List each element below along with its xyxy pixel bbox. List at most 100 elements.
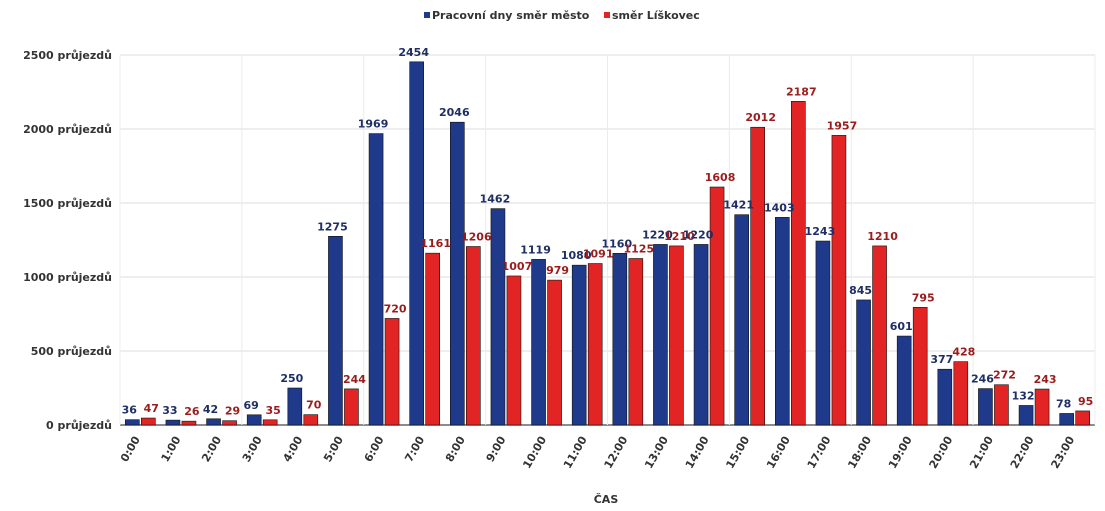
- x-tick-label: 8:00: [443, 434, 468, 464]
- data-label-liskovec: 2187: [786, 85, 817, 98]
- data-label-city: 1080: [561, 249, 592, 262]
- data-label-liskovec: 795: [912, 291, 935, 304]
- data-label-city: 1969: [358, 118, 389, 131]
- x-tick-label: 14:00: [683, 434, 712, 471]
- x-tick-label: 5:00: [321, 434, 346, 464]
- x-tick-label: 22:00: [1008, 434, 1037, 471]
- y-tick-label: 500 průjezdů: [31, 345, 112, 358]
- data-label-city: 1220: [642, 228, 673, 241]
- data-label-liskovec: 428: [952, 346, 975, 359]
- y-tick-label: 1000 průjezdů: [23, 271, 112, 284]
- bar-city: [653, 244, 668, 426]
- x-tick-label: 17:00: [805, 434, 834, 471]
- y-tick-label: 2500 průjezdů: [23, 49, 112, 62]
- data-label-city: 1220: [683, 228, 714, 241]
- x-tick-label: 13:00: [642, 434, 671, 471]
- data-label-city: 33: [162, 404, 177, 417]
- data-label-liskovec: 1210: [664, 230, 695, 243]
- x-tick-label: 23:00: [1049, 434, 1078, 471]
- data-label-city: 1421: [723, 199, 754, 212]
- bar-liskovec: [669, 245, 684, 426]
- bar-city: [409, 61, 424, 426]
- bar-city: [937, 368, 953, 426]
- bar-city: [246, 414, 262, 426]
- x-axis: 0:00 1:00 2:00 3:00 4:00 5:00 6:00 7:00 8:00 9:00…: [118, 434, 1077, 471]
- y-tick-label: 2000 průjezdů: [23, 123, 112, 136]
- data-label-city: 36: [122, 404, 138, 417]
- bar-city: [368, 133, 384, 426]
- chart-legend: Pracovní dny směr město směr Líškovec: [424, 9, 700, 22]
- x-tick-label: 7:00: [402, 434, 427, 464]
- data-label-liskovec: 35: [266, 404, 281, 417]
- bar-city: [165, 419, 181, 426]
- data-label-liskovec: 2012: [745, 111, 776, 124]
- bar-liskovec: [587, 263, 603, 426]
- bar-city: [815, 240, 831, 426]
- bar-liskovec: [303, 414, 319, 426]
- x-tick-label: 15:00: [724, 434, 753, 471]
- bar-liskovec: [181, 420, 197, 426]
- data-label-city: 132: [1012, 389, 1035, 402]
- x-tick-label: 9:00: [484, 434, 509, 464]
- data-label-city: 845: [849, 284, 872, 297]
- bar-city: [1018, 405, 1034, 426]
- bar-liskovec: [709, 186, 725, 426]
- data-label-liskovec: 1091: [583, 248, 614, 261]
- x-tick-label: 20:00: [927, 434, 956, 471]
- data-label-liskovec: 70: [306, 399, 322, 412]
- bar-liskovec: [262, 419, 278, 426]
- bar-liskovec: [953, 361, 969, 426]
- legend-label-city: Pracovní dny směr město: [432, 9, 590, 22]
- data-label-city: 250: [280, 372, 303, 385]
- bar-liskovec: [547, 279, 562, 426]
- x-tick-label: 0:00: [118, 434, 143, 464]
- y-tick-label: 1500 průjezdů: [23, 197, 112, 210]
- x-tick-label: 2:00: [199, 434, 224, 464]
- bar-liskovec: [466, 246, 481, 426]
- data-label-liskovec: 1206: [461, 231, 492, 244]
- data-label-city: 246: [971, 373, 994, 386]
- x-tick-label: 19:00: [886, 434, 915, 471]
- bar-city: [490, 208, 506, 426]
- data-label-city: 1243: [805, 225, 836, 238]
- data-label-city: 2046: [439, 106, 470, 119]
- bar-liskovec: [425, 252, 440, 426]
- bars: [125, 61, 1090, 426]
- x-tick-label: 4:00: [280, 434, 305, 464]
- bar-city: [734, 214, 749, 426]
- bar-liskovec: [1034, 388, 1050, 426]
- data-label-city: 2454: [398, 46, 429, 59]
- bar-city: [287, 387, 303, 426]
- x-tick-label: 18:00: [845, 434, 874, 471]
- data-label-city: 601: [890, 320, 913, 333]
- data-label-city: 1160: [602, 237, 633, 250]
- bar-city: [856, 299, 871, 426]
- y-tick-label: 0 průjezdů: [46, 419, 112, 432]
- data-label-liskovec: 1608: [705, 171, 736, 184]
- x-axis-title: ČAS: [594, 493, 619, 506]
- legend-swatch-liskovec: [604, 12, 610, 18]
- bar-city: [978, 388, 993, 426]
- data-label-city: 1119: [520, 243, 551, 256]
- bar-liskovec: [994, 384, 1009, 426]
- bar-liskovec: [1075, 410, 1090, 426]
- data-label-city: 69: [244, 399, 259, 412]
- data-label-liskovec: 1007: [502, 260, 533, 273]
- bar-liskovec: [384, 318, 400, 426]
- x-tick-label: 21:00: [967, 434, 996, 471]
- x-tick-label: 6:00: [362, 434, 387, 464]
- y-axis: 0 průjezdů 500 průjezdů 1000 průjezdů 1500 …: [23, 49, 112, 432]
- bar-liskovec: [912, 307, 928, 426]
- bar-liskovec: [506, 275, 522, 426]
- grid-lines: [119, 54, 1096, 426]
- bar-city: [896, 335, 912, 426]
- bar-city: [693, 244, 709, 426]
- data-label-liskovec: 979: [546, 264, 569, 277]
- x-tick-label: 12:00: [602, 434, 631, 471]
- bar-city: [450, 121, 465, 426]
- data-label-city: 1275: [317, 220, 348, 233]
- bar-liskovec: [872, 245, 887, 426]
- data-label-city: 1462: [480, 193, 511, 206]
- data-label-city: 78: [1056, 397, 1071, 410]
